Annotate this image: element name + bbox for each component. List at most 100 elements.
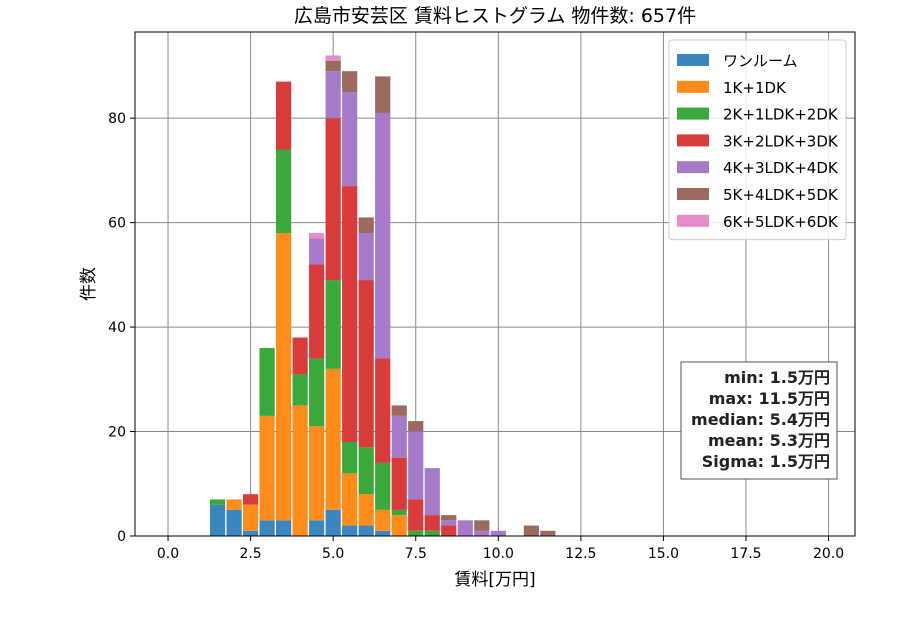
stats-line: mean: 5.3万円 [708, 431, 830, 450]
legend-frame [668, 39, 847, 241]
histogram-bar [375, 509, 391, 531]
y-tick-label: 40 [108, 320, 126, 336]
histogram-bar [209, 504, 226, 536]
histogram-bar [325, 71, 341, 119]
histogram-bar [375, 462, 391, 510]
y-axis-label: 件数 [79, 267, 99, 301]
histogram-bar [276, 81, 292, 150]
histogram-bar [276, 233, 292, 521]
x-tick-label: 12.5 [565, 546, 596, 562]
histogram-bar [408, 499, 424, 531]
stats-line: Sigma: 1.5万円 [702, 452, 830, 471]
legend-swatch [677, 134, 709, 147]
legend-swatch [677, 80, 709, 93]
histogram-bar [276, 520, 292, 536]
x-tick-label: 2.5 [239, 546, 261, 562]
histogram-bar [358, 494, 374, 526]
histogram-bar [424, 468, 440, 516]
legend: ワンルーム 1K+1DK 2K+1LDK+2DK 3K+2LDK+3DK 4K+3LDK… [668, 39, 847, 241]
histogram-bar [325, 55, 341, 61]
x-axis-ticks: 0.0 2.5 5.0 7.5 10.0 12.5 15.0 17.5 20.0 [157, 536, 844, 562]
histogram-bar [325, 509, 341, 536]
legend-label: ワンルーム [723, 52, 798, 70]
y-tick-label: 60 [108, 216, 126, 232]
histogram-bar [358, 217, 374, 234]
legend-label: 4K+3LDK+4DK [723, 159, 839, 177]
x-tick-label: 7.5 [405, 546, 427, 562]
histogram-bar [309, 264, 325, 359]
histogram-bar [391, 415, 407, 458]
histogram-bar [226, 499, 242, 510]
histogram-bar [325, 60, 341, 72]
x-tick-label: 0.0 [157, 546, 179, 562]
stats-line: median: 5.4万円 [691, 410, 830, 429]
histogram-bar [325, 118, 341, 281]
histogram-bar [441, 515, 457, 521]
histogram-bar [391, 457, 407, 510]
x-tick-label: 10.0 [483, 546, 514, 562]
histogram-bar [358, 280, 374, 448]
histogram-bar [342, 92, 358, 187]
stats-line: max: 11.5万円 [709, 389, 830, 408]
y-tick-label: 20 [108, 425, 126, 441]
histogram-bar [391, 515, 407, 536]
histogram-bar [259, 520, 275, 536]
legend-swatch [677, 161, 709, 174]
histogram-bar [292, 337, 308, 375]
histogram-bar [358, 525, 374, 536]
plot-frame [134, 31, 856, 537]
histogram-bar [474, 520, 490, 531]
histogram-bar [408, 421, 424, 432]
histogram-bar [391, 405, 407, 416]
histogram-bar [408, 530, 424, 536]
legend-swatch [677, 214, 709, 227]
histogram-bar [375, 76, 391, 113]
y-axis-ticks: 0 20 40 60 80 [108, 111, 135, 545]
histogram-bar [523, 525, 539, 536]
histogram-bar [243, 530, 259, 536]
legend-label: 3K+2LDK+3DK [723, 132, 839, 150]
histogram-bar [309, 520, 325, 536]
histogram-bar [309, 358, 325, 427]
histogram-bar [408, 431, 424, 500]
stats-line: min: 1.5万円 [724, 368, 830, 387]
y-tick-label: 0 [117, 529, 126, 545]
histogram-bar [243, 504, 259, 531]
histogram-bar [309, 426, 325, 521]
histogram-bar [292, 374, 308, 406]
histogram-bar [259, 415, 275, 521]
histogram-bar [342, 473, 358, 526]
histogram-bar [391, 509, 407, 516]
histogram-bar [375, 530, 391, 536]
histogram-bar [441, 525, 457, 536]
histogram-bar [209, 499, 226, 505]
histogram-bar [358, 447, 374, 495]
histogram-bar [226, 509, 242, 536]
x-tick-label: 15.0 [648, 546, 679, 562]
legend-swatch [677, 188, 709, 200]
legend-swatch [677, 54, 709, 66]
histogram-bar [375, 358, 391, 463]
stats-box: min: 1.5万円 max: 11.5万円 median: 5.4万円 mean: … [680, 361, 838, 480]
histogram-bar [342, 71, 358, 93]
histogram-bar [424, 530, 440, 536]
histogram-bar [457, 520, 473, 536]
histogram-bar [342, 525, 358, 536]
x-tick-label: 17.5 [730, 546, 761, 562]
x-tick-label: 20.0 [813, 546, 844, 562]
legend-label: 1K+1DK [723, 79, 787, 97]
y-tick-label: 80 [108, 111, 126, 127]
bars [209, 55, 556, 536]
histogram-bar [325, 280, 341, 369]
histogram-bar [474, 530, 490, 536]
histogram-bar [325, 368, 341, 510]
x-tick-label: 5.0 [322, 546, 344, 562]
histogram-bar [259, 347, 275, 416]
histogram-bar [309, 233, 325, 239]
x-axis-label: 賃料[万円] [454, 570, 535, 590]
histogram-bar [276, 149, 292, 234]
legend-label: 6K+5LDK+6DK [723, 213, 839, 231]
histogram-bar [292, 405, 308, 536]
chart-title: 広島市安芸区 賃料ヒストグラム 物件数: 657件 [294, 5, 696, 27]
